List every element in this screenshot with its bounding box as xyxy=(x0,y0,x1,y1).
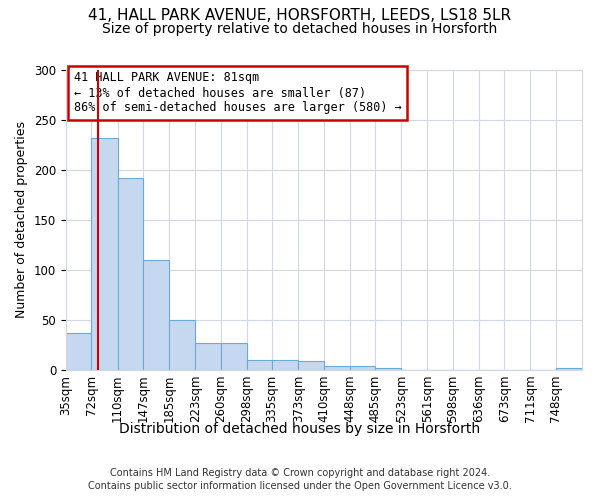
Text: Contains HM Land Registry data © Crown copyright and database right 2024.: Contains HM Land Registry data © Crown c… xyxy=(110,468,490,477)
Bar xyxy=(298,361,323,370)
Text: Distribution of detached houses by size in Horsforth: Distribution of detached houses by size … xyxy=(119,422,481,436)
Bar xyxy=(66,333,91,370)
Bar xyxy=(91,138,118,370)
Bar xyxy=(169,320,195,370)
Bar xyxy=(556,368,582,370)
Text: Size of property relative to detached houses in Horsforth: Size of property relative to detached ho… xyxy=(103,22,497,36)
Bar xyxy=(350,366,375,370)
Bar xyxy=(272,360,298,370)
Bar xyxy=(118,178,143,370)
Text: Contains public sector information licensed under the Open Government Licence v3: Contains public sector information licen… xyxy=(88,481,512,491)
Y-axis label: Number of detached properties: Number of detached properties xyxy=(16,122,28,318)
Text: 41 HALL PARK AVENUE: 81sqm
← 13% of detached houses are smaller (87)
86% of semi: 41 HALL PARK AVENUE: 81sqm ← 13% of deta… xyxy=(74,72,401,114)
Bar xyxy=(247,360,272,370)
Bar xyxy=(143,260,169,370)
Bar xyxy=(221,343,247,370)
Text: 41, HALL PARK AVENUE, HORSFORTH, LEEDS, LS18 5LR: 41, HALL PARK AVENUE, HORSFORTH, LEEDS, … xyxy=(88,8,512,22)
Bar xyxy=(195,343,221,370)
Bar xyxy=(375,368,401,370)
Bar xyxy=(323,366,350,370)
